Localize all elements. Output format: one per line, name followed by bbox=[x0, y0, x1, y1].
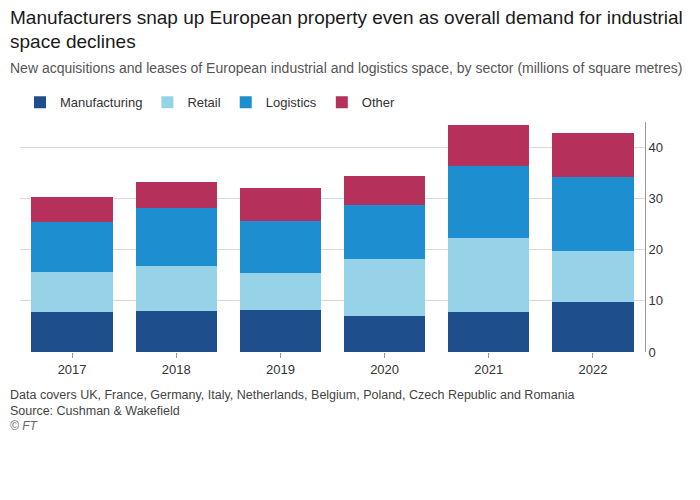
svg-text:2018: 2018 bbox=[162, 362, 191, 377]
html-text:Data covers UK, France, German: Data covers UK, France, Germany, Italy, … bbox=[10, 388, 575, 402]
svg-text:2021: 2021 bbox=[474, 362, 503, 377]
svg-text:Logistics: Logistics bbox=[266, 95, 317, 110]
svg-text:10: 10 bbox=[649, 293, 663, 308]
svg-text:Other: Other bbox=[362, 95, 395, 110]
svg-text:20: 20 bbox=[649, 242, 663, 257]
svg-text:2022: 2022 bbox=[578, 362, 607, 377]
html-text:Source: Cushman & Wakefield: Source: Cushman & Wakefield bbox=[10, 404, 180, 418]
svg-text:2017: 2017 bbox=[58, 362, 87, 377]
svg-text:2020: 2020 bbox=[370, 362, 399, 377]
svg-text:40: 40 bbox=[649, 140, 663, 155]
svg-text:2019: 2019 bbox=[266, 362, 295, 377]
html-text:New acquisitions and leases of: New acquisitions and leases of European … bbox=[10, 60, 683, 76]
svg-text:Retail: Retail bbox=[187, 95, 220, 110]
html-text:Manufacturers snap up European: Manufacturers snap up European property … bbox=[10, 7, 683, 52]
html-text:© FT: © FT bbox=[10, 419, 37, 433]
svg-text:Manufacturing: Manufacturing bbox=[60, 95, 142, 110]
svg-text:0: 0 bbox=[649, 345, 656, 360]
svg-text:30: 30 bbox=[649, 191, 663, 206]
